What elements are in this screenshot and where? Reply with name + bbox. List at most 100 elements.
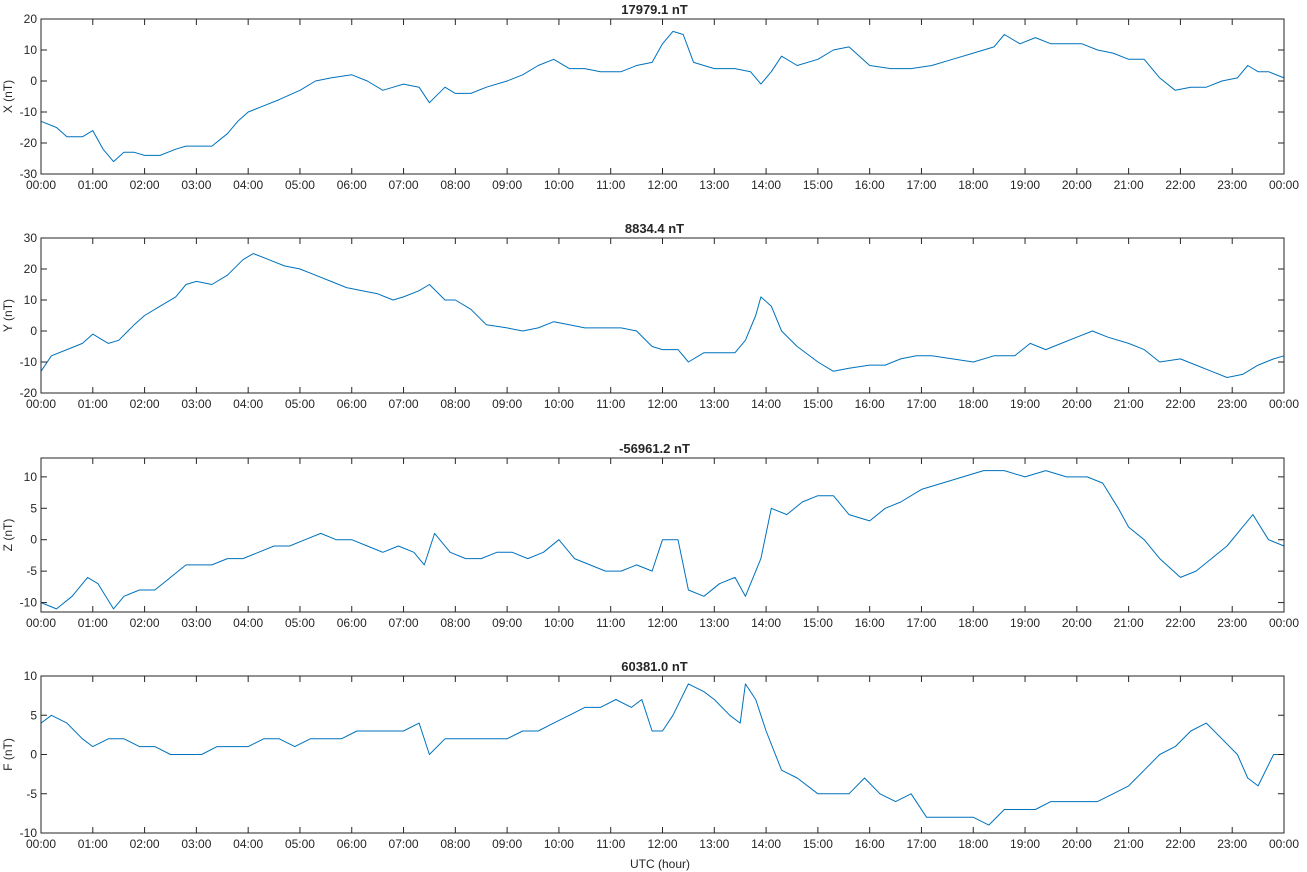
x-tick-label: 06:00 (337, 616, 367, 630)
x-tick-label: 20:00 (1062, 397, 1092, 411)
x-tick-label: 12:00 (647, 397, 677, 411)
x-tick-label: 15:00 (803, 616, 833, 630)
x-tick-label: 08:00 (440, 616, 470, 630)
x-tick-label: 02:00 (130, 616, 160, 630)
x-tick-label: 18:00 (958, 397, 988, 411)
x-tick-label: 07:00 (389, 616, 419, 630)
x-tick-label: 14:00 (751, 837, 781, 851)
panel-title: 8834.4 nT (625, 221, 684, 236)
x-tick-label: 10:00 (544, 616, 574, 630)
x-tick-label: 14:00 (751, 178, 781, 192)
x-axis-label: UTC (hour) (630, 857, 690, 871)
x-tick-label: 03:00 (181, 178, 211, 192)
x-tick-label: 08:00 (440, 397, 470, 411)
x-tick-label: 13:00 (699, 837, 729, 851)
x-tick-label: 04:00 (233, 616, 263, 630)
x-tick-label: 22:00 (1165, 837, 1195, 851)
y-tick-label: -20 (20, 136, 38, 150)
x-tick-label: 22:00 (1165, 616, 1195, 630)
x-tick-label: 19:00 (1010, 616, 1040, 630)
x-tick-label: 12:00 (647, 837, 677, 851)
x-tick-label: 06:00 (337, 397, 367, 411)
y-axis-label: Z (nT) (1, 519, 15, 552)
x-tick-label: 00:00 (26, 397, 56, 411)
y-tick-label: -10 (20, 826, 38, 840)
x-tick-label: 08:00 (440, 837, 470, 851)
panel-title: 17979.1 nT (621, 2, 688, 17)
series-line (40, 470, 1285, 610)
x-tick-label: 16:00 (855, 616, 885, 630)
y-tick-label: 5 (30, 708, 37, 722)
x-tick-label: 14:00 (751, 397, 781, 411)
x-tick-label: 21:00 (1114, 837, 1144, 851)
x-tick-label: 19:00 (1010, 837, 1040, 851)
x-tick-label: 22:00 (1165, 397, 1195, 411)
x-tick-label: 00:00 (1269, 397, 1299, 411)
x-tick-label: 00:00 (26, 837, 56, 851)
x-tick-label: 07:00 (389, 397, 419, 411)
y-tick-label: 0 (30, 748, 37, 762)
x-tick-label: 10:00 (544, 397, 574, 411)
y-tick-label: 5 (30, 501, 37, 515)
x-tick-label: 12:00 (647, 616, 677, 630)
x-tick-label: 07:00 (389, 178, 419, 192)
y-tick-label: 10 (24, 470, 38, 484)
x-tick-label: 23:00 (1217, 178, 1247, 192)
x-tick-label: 00:00 (26, 616, 56, 630)
y-tick-label: 30 (24, 231, 38, 245)
x-tick-label: 02:00 (130, 837, 160, 851)
x-tick-label: 09:00 (492, 178, 522, 192)
x-tick-label: 11:00 (596, 397, 625, 411)
x-tick-label: 17:00 (906, 616, 936, 630)
x-tick-label: 01:00 (78, 397, 108, 411)
x-tick-label: 01:00 (78, 616, 108, 630)
x-tick-label: 20:00 (1062, 616, 1092, 630)
x-tick-label: 03:00 (181, 397, 211, 411)
y-tick-label: -20 (20, 386, 38, 400)
y-tick-label: 20 (24, 12, 38, 26)
x-tick-label: 11:00 (596, 616, 625, 630)
x-tick-label: 23:00 (1217, 837, 1247, 851)
x-tick-label: 18:00 (958, 616, 988, 630)
y-tick-label: -30 (20, 167, 38, 181)
x-tick-label: 04:00 (233, 178, 263, 192)
x-tick-label: 16:00 (855, 837, 885, 851)
x-tick-label: 04:00 (233, 397, 263, 411)
x-tick-label: 19:00 (1010, 397, 1040, 411)
y-tick-label: 10 (24, 669, 38, 683)
y-tick-label: 10 (24, 293, 38, 307)
x-tick-label: 00:00 (26, 178, 56, 192)
x-tick-label: 22:00 (1165, 178, 1195, 192)
x-tick-label: 19:00 (1010, 178, 1040, 192)
x-tick-label: 05:00 (285, 616, 315, 630)
y-tick-label: -10 (20, 355, 38, 369)
panel-4: 00:00 01:00 02:00 03:00 04:00 05:00 06:00 07:00… (1, 659, 1299, 851)
x-tick-label: 21:00 (1114, 178, 1144, 192)
x-tick-label: 03:00 (181, 837, 211, 851)
x-tick-label: 20:00 (1062, 178, 1092, 192)
y-tick-label: 20 (24, 262, 38, 276)
y-tick-label: -5 (26, 564, 37, 578)
x-tick-label: 00:00 (1269, 178, 1299, 192)
x-tick-label: 16:00 (855, 178, 885, 192)
x-tick-label: 10:00 (544, 178, 574, 192)
series-line (40, 683, 1284, 826)
y-tick-label: 10 (24, 43, 38, 57)
x-tick-label: 01:00 (78, 178, 108, 192)
x-tick-label: 13:00 (699, 178, 729, 192)
x-tick-label: 03:00 (181, 616, 211, 630)
x-tick-label: 17:00 (906, 837, 936, 851)
x-tick-label: 05:00 (285, 397, 315, 411)
y-axis-label: X (nT) (1, 80, 15, 113)
x-tick-label: 04:00 (233, 837, 263, 851)
x-tick-label: 09:00 (492, 616, 522, 630)
x-tick-label: 20:00 (1062, 837, 1092, 851)
x-tick-label: 08:00 (440, 178, 470, 192)
x-tick-label: 18:00 (958, 837, 988, 851)
x-tick-label: 05:00 (285, 837, 315, 851)
y-axis-label: Y (nT) (1, 299, 15, 332)
x-tick-label: 11:00 (596, 837, 625, 851)
x-tick-label: 21:00 (1114, 616, 1144, 630)
x-tick-label: 09:00 (492, 837, 522, 851)
x-tick-label: 17:00 (906, 397, 936, 411)
